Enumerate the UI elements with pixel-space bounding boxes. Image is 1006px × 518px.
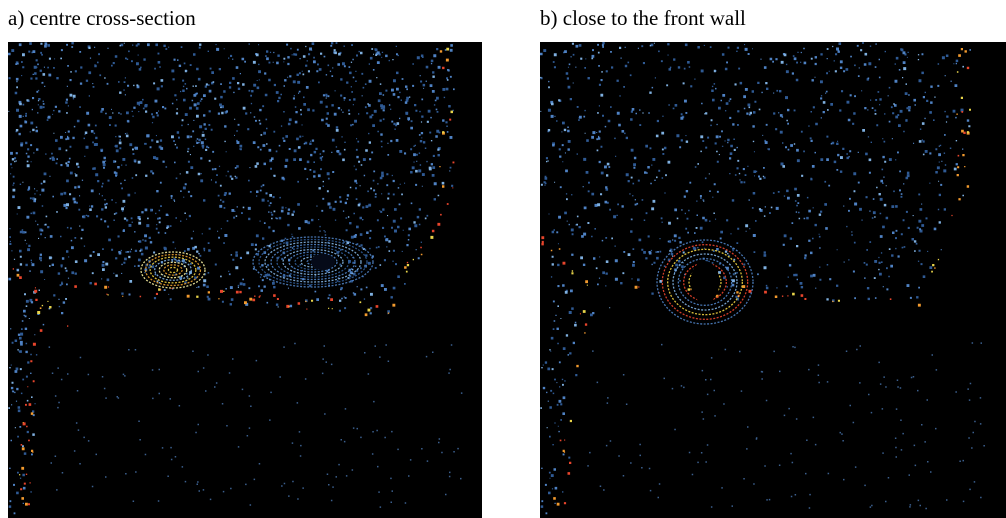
background [540,42,1006,518]
panel-label: b) close to the front wall [540,6,746,31]
panel-label: a) centre cross-section [8,6,196,31]
panel-image [540,42,1006,518]
figure: a) centre cross-section b) close to the … [0,0,1006,518]
vortex-core [691,261,720,303]
background [8,42,482,518]
panel-image [8,42,482,518]
vortex-core [311,254,335,270]
